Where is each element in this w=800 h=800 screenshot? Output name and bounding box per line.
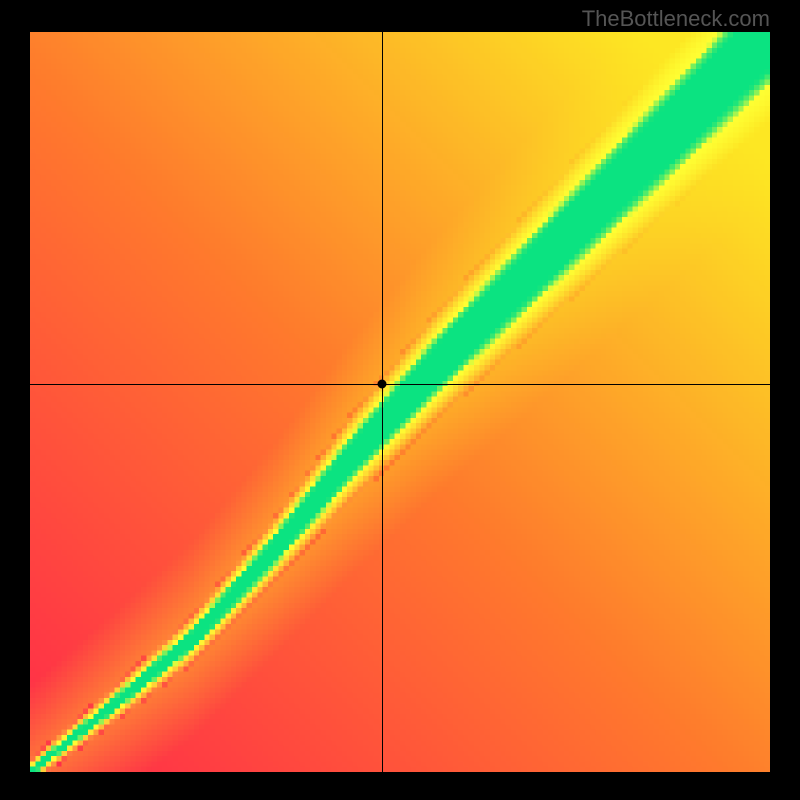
attribution-text: TheBottleneck.com <box>582 6 770 32</box>
crosshair-vertical <box>382 32 383 772</box>
bottleneck-heatmap <box>30 32 770 772</box>
plot-area <box>30 32 770 772</box>
crosshair-point <box>377 379 386 388</box>
crosshair-horizontal <box>30 384 770 385</box>
